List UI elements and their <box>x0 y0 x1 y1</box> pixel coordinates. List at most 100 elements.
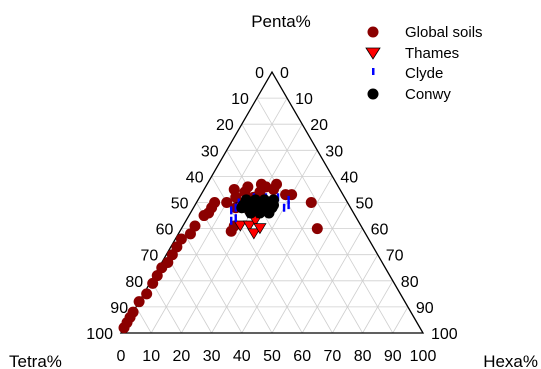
point-conwy <box>245 207 257 219</box>
right-tick-label: 80 <box>401 274 419 291</box>
point-global-soils <box>311 223 323 235</box>
right-tick-label: 10 <box>295 91 313 108</box>
point-conwy <box>258 194 270 206</box>
right-tick-label: 60 <box>371 222 389 239</box>
bottom-tick-label: 10 <box>142 348 160 365</box>
point-conwy <box>254 207 266 219</box>
point-global-soils <box>189 220 201 232</box>
grid-line <box>165 254 212 334</box>
grid-line <box>150 97 288 334</box>
bottom-tick-label: 20 <box>173 348 191 365</box>
left-tick-label: 0 <box>255 65 264 82</box>
right-tick-label: 70 <box>386 248 404 265</box>
point-global-soils <box>271 178 283 190</box>
grid-line <box>211 150 318 334</box>
point-global-soils <box>133 296 145 308</box>
bottom-tick-label: 0 <box>117 348 126 365</box>
grid-line <box>150 280 182 334</box>
data-points <box>118 178 323 334</box>
legend-item-global-soils: Global soils <box>367 24 483 41</box>
right-tick-label: 40 <box>340 169 358 186</box>
point-conwy <box>240 194 252 206</box>
point-thames <box>233 220 247 232</box>
grid-line <box>392 306 409 334</box>
grid-line <box>332 254 379 334</box>
left-tick-label: 20 <box>216 117 234 134</box>
bottom-tick-label: 50 <box>263 348 281 365</box>
top-axis-title: Penta% <box>251 12 311 31</box>
point-clyde <box>230 216 233 225</box>
point-clyde <box>234 214 237 223</box>
grid-line <box>362 280 394 334</box>
point-global-soils <box>228 183 240 195</box>
legend-item-conwy: Conwy <box>367 86 451 103</box>
right-tick-label: 50 <box>356 196 374 213</box>
left-tick-label: 30 <box>201 143 219 160</box>
right-tick-label: 20 <box>310 117 328 134</box>
grid-line <box>301 228 363 334</box>
bottom-tick-label: 40 <box>233 348 251 365</box>
point-global-soils <box>221 197 233 208</box>
point-clyde <box>287 195 290 204</box>
triangle-frame <box>119 70 425 334</box>
left-tick-label: 10 <box>231 91 249 108</box>
legend-item-clyde: Clyde <box>372 65 443 82</box>
grid-line <box>181 228 243 334</box>
bottom-tick-label: 80 <box>354 348 372 365</box>
point-conwy <box>263 207 275 219</box>
point-clyde <box>287 201 290 210</box>
grid-line <box>196 202 273 334</box>
point-global-soils <box>225 225 237 237</box>
left-tick-label: 70 <box>141 248 159 265</box>
legend-label-clyde: Clyde <box>405 65 443 82</box>
left-axis-ticks: 0 10 20 30 40 50 60 70 80 90 100 <box>86 65 264 343</box>
point-clyde <box>282 203 286 212</box>
point-global-soils <box>127 306 139 318</box>
bottom-tick-label: 100 <box>410 348 437 365</box>
legend-marker-conwy <box>367 88 379 100</box>
legend-label-conwy: Conwy <box>405 86 451 103</box>
point-thames <box>253 223 267 235</box>
left-tick-label: 90 <box>110 300 128 317</box>
point-global-soils <box>305 197 317 208</box>
right-axis-title: Hexa% <box>483 352 538 369</box>
left-axis-title: Tetra% <box>9 352 62 369</box>
legend-label-global-soils: Global soils <box>405 24 483 41</box>
point-conwy <box>249 194 261 206</box>
left-tick-label: 50 <box>171 196 189 213</box>
grid-line <box>135 306 152 334</box>
bottom-tick-label: 30 <box>203 348 221 365</box>
left-tick-label: 80 <box>125 274 143 291</box>
right-tick-label: 100 <box>431 326 458 343</box>
point-thames <box>247 228 261 240</box>
left-tick-label: 100 <box>86 326 113 343</box>
legend-marker-global-soils <box>367 26 379 38</box>
legend-item-thames: Thames <box>365 45 459 62</box>
point-global-soils <box>175 233 187 245</box>
left-tick-label: 60 <box>156 222 174 239</box>
point-thames <box>242 220 256 232</box>
point-conwy <box>268 194 280 206</box>
bottom-axis-ticks: 0 10 20 30 40 50 60 70 80 90 100 <box>117 348 437 365</box>
grid-line <box>226 150 333 334</box>
point-global-soils <box>209 197 221 208</box>
grid-line <box>256 97 394 334</box>
legend: Global soils Thames Clyde Conwy <box>365 24 483 103</box>
point-clyde <box>230 206 233 215</box>
right-tick-label: 0 <box>280 65 289 82</box>
point-global-soils <box>141 288 153 300</box>
legend-marker-thames <box>365 47 381 60</box>
point-clyde <box>234 203 237 212</box>
bottom-tick-label: 90 <box>384 348 402 365</box>
right-tick-label: 90 <box>416 300 434 317</box>
left-tick-label: 40 <box>186 169 204 186</box>
point-global-soils <box>242 181 254 193</box>
legend-marker-clyde <box>372 68 375 75</box>
legend-label-thames: Thames <box>405 45 459 62</box>
right-tick-label: 30 <box>325 143 343 160</box>
bottom-tick-label: 70 <box>324 348 342 365</box>
grid-line <box>271 202 348 334</box>
bottom-tick-label: 60 <box>293 348 311 365</box>
